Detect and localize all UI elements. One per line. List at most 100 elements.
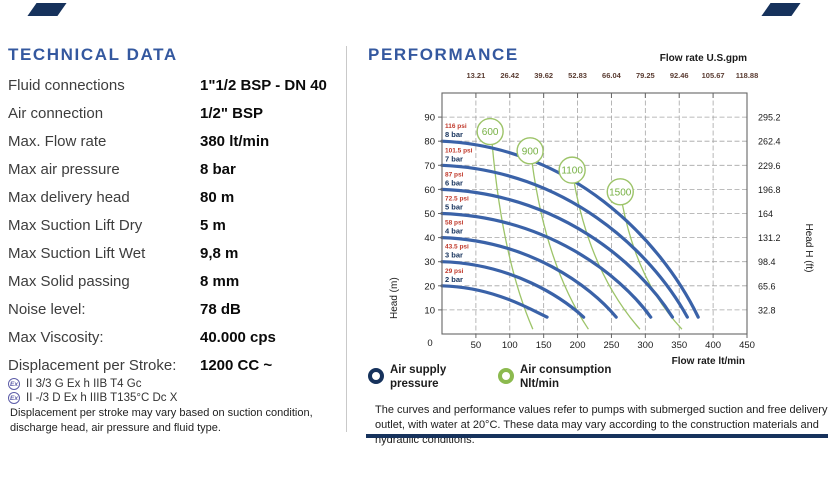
spec-row: Max Viscosity: 40.000 cps: [8, 323, 344, 351]
svg-text:39.62: 39.62: [534, 71, 553, 80]
svg-text:4 bar: 4 bar: [445, 227, 463, 236]
svg-text:72.5 psi: 72.5 psi: [445, 196, 469, 203]
bottom-rule: [366, 434, 828, 438]
svg-text:87 psi: 87 psi: [445, 171, 464, 178]
svg-text:92.46: 92.46: [670, 71, 689, 80]
spec-row: Max air pressure 8 bar: [8, 155, 344, 183]
spec-label: Max Suction Lift Dry: [8, 216, 143, 234]
svg-text:80: 80: [424, 137, 435, 148]
air-supply-pressure-curves: [440, 139, 700, 319]
spec-value: 1"1/2 BSP - DN 40: [200, 76, 327, 94]
air-consumption-legend-label: Air consumption Nlt/min: [520, 364, 612, 390]
svg-text:118.88: 118.88: [736, 71, 759, 80]
spec-value: 78 dB: [200, 300, 241, 318]
svg-text:20: 20: [424, 281, 435, 292]
svg-text:196.8: 196.8: [758, 185, 781, 195]
ex-atex-icon: Ex: [8, 392, 20, 404]
svg-text:2 bar: 2 bar: [445, 275, 463, 284]
svg-text:164: 164: [758, 209, 773, 219]
ex-atex-icon: Ex: [8, 378, 20, 390]
spec-row: Max Suction Lift Wet 9,8 m: [8, 239, 344, 267]
air-supply-legend-icon: [368, 368, 384, 384]
atex-code: II 3/3 G Ex h IIB T4 Gc: [26, 378, 142, 390]
svg-text:13.21: 13.21: [466, 71, 485, 80]
svg-text:131.2: 131.2: [758, 233, 781, 243]
svg-text:5 bar: 5 bar: [445, 203, 463, 212]
spec-label: Max Solid passing: [8, 272, 130, 290]
atex-line: Ex II 3/3 G Ex h IIB T4 Gc: [8, 377, 177, 391]
spec-value: 40.000 cps: [200, 328, 276, 346]
svg-text:400: 400: [705, 340, 721, 351]
svg-text:229.6: 229.6: [758, 161, 781, 171]
spec-row: Max Suction Lift Dry 5 m: [8, 211, 344, 239]
spec-value: 8 mm: [200, 272, 240, 290]
svg-text:600: 600: [482, 127, 499, 138]
spec-value: 1/2" BSP: [200, 104, 263, 122]
technical-spec-list: Fluid connections 1"1/2 BSP - DN 40 Air co…: [8, 71, 344, 379]
svg-text:350: 350: [671, 340, 687, 351]
svg-text:Head (m): Head (m): [389, 277, 400, 319]
svg-text:250: 250: [604, 340, 620, 351]
svg-text:3 bar: 3 bar: [445, 251, 463, 260]
svg-text:70: 70: [424, 161, 435, 172]
spec-label: Displacement per Stroke:: [8, 356, 177, 374]
svg-text:60: 60: [424, 185, 435, 196]
spec-row: Displacement per Stroke: 1200 CC ~: [8, 351, 344, 379]
svg-text:26.42: 26.42: [500, 71, 519, 80]
air-supply-legend-label: Air supply pressure: [390, 364, 447, 390]
spec-label: Fluid connections: [8, 76, 125, 94]
spec-row: Air connection 1/2" BSP: [8, 99, 344, 127]
svg-text:66.04: 66.04: [602, 71, 622, 80]
svg-text:90: 90: [424, 113, 435, 124]
svg-text:116 psi: 116 psi: [445, 123, 467, 130]
svg-text:43.5 psi: 43.5 psi: [445, 244, 469, 251]
svg-text:Flow rate U.S.gpm: Flow rate U.S.gpm: [660, 53, 747, 64]
svg-text:Head H (ft): Head H (ft): [803, 224, 814, 273]
svg-text:1100: 1100: [561, 166, 583, 177]
air-consumption-lines: [491, 143, 683, 330]
svg-text:40: 40: [424, 233, 435, 244]
atex-certifications: Ex II 3/3 G Ex h IIB T4 Gc Ex II -/3 D Ex h…: [8, 377, 177, 405]
technical-data-title: TECHNICAL DATA: [8, 45, 178, 64]
spec-row: Max Solid passing 8 mm: [8, 267, 344, 295]
svg-text:262.4: 262.4: [758, 137, 781, 147]
spec-value: 1200 CC ~: [200, 356, 273, 374]
spec-value: 8 bar: [200, 160, 236, 178]
svg-text:1500: 1500: [609, 187, 632, 198]
spec-label: Noise level:: [8, 300, 86, 318]
air-consumption-legend-icon: [498, 368, 514, 384]
spec-label: Max Viscosity:: [8, 328, 104, 346]
chart-axes: [438, 92, 748, 338]
spec-label: Air connection: [8, 104, 104, 122]
spec-label: Max delivery head: [8, 188, 130, 206]
svg-text:900: 900: [522, 146, 539, 157]
svg-text:58 psi: 58 psi: [445, 220, 464, 227]
svg-text:29 psi: 29 psi: [445, 268, 464, 275]
svg-text:200: 200: [570, 340, 586, 351]
spec-row: Fluid connections 1"1/2 BSP - DN 40: [8, 71, 344, 99]
spec-label: Max Suction Lift Wet: [8, 244, 146, 262]
chart-axis-titles: Flow rate U.S.gpm Flow rate lt/min Head (m…: [389, 53, 814, 366]
svg-text:101.5 psi: 101.5 psi: [445, 147, 473, 154]
spec-value: 9,8 m: [200, 244, 239, 262]
corner-decoration-right: [761, 3, 801, 16]
spec-row: Max delivery head 80 m: [8, 183, 344, 211]
atex-code: II -/3 D Ex h IIIB T135°C Dc X: [26, 392, 178, 404]
technical-note: Displacement per stroke may vary based o…: [10, 407, 313, 434]
corner-decoration-left: [27, 3, 67, 16]
svg-text:Flow rate lt/min: Flow rate lt/min: [672, 356, 745, 366]
svg-text:65.6: 65.6: [758, 281, 776, 291]
spec-label: Max air pressure: [8, 160, 120, 178]
svg-text:50: 50: [424, 209, 435, 220]
spec-value: 5 m: [200, 216, 226, 234]
performance-title: PERFORMANCE: [368, 45, 519, 64]
svg-text:98.4: 98.4: [758, 257, 776, 267]
svg-text:7 bar: 7 bar: [445, 154, 463, 163]
air-consumption-labels: 600 900 1100 1500: [476, 117, 634, 206]
spec-label: Max. Flow rate: [8, 132, 107, 150]
svg-text:100: 100: [502, 340, 518, 351]
performance-footnote: The curves and performance values refer …: [375, 404, 828, 446]
svg-text:300: 300: [637, 340, 653, 351]
svg-text:8 bar: 8 bar: [445, 130, 463, 139]
